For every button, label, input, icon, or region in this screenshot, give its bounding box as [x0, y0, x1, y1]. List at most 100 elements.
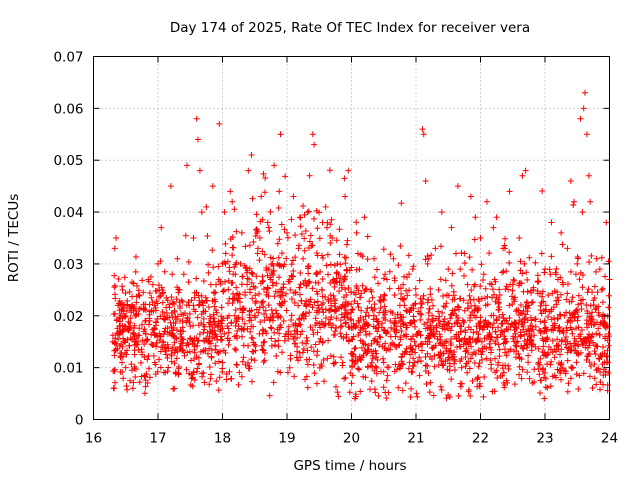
data-point-background — [486, 340, 493, 347]
data-point — [429, 312, 436, 319]
data-point-background — [184, 349, 191, 356]
data-point — [164, 297, 171, 304]
data-point — [548, 219, 555, 226]
data-point-background — [578, 327, 585, 334]
y-tick-label: 0.05 — [53, 153, 83, 169]
data-point-background — [358, 290, 365, 297]
data-point-background — [451, 367, 458, 374]
data-point-background — [229, 244, 236, 251]
data-point — [564, 338, 571, 345]
data-point-background — [278, 262, 285, 269]
data-point-background — [398, 200, 405, 207]
data-point-background — [273, 352, 280, 359]
data-point-background — [294, 334, 301, 341]
data-point-background — [541, 374, 548, 381]
data-point-background — [488, 361, 495, 368]
data-point-background — [137, 359, 144, 366]
data-point-background — [147, 273, 154, 280]
data-point-background — [183, 366, 190, 373]
y-tick-label: 0.03 — [53, 257, 83, 273]
data-point-background — [558, 291, 565, 298]
data-point-background — [265, 285, 272, 292]
data-point-background — [246, 365, 253, 372]
data-point-background — [346, 389, 353, 396]
data-point — [111, 385, 118, 392]
data-point-background — [226, 368, 233, 375]
data-point-background — [491, 291, 498, 298]
data-point-background — [151, 332, 158, 339]
data-point-background — [536, 371, 543, 378]
data-point — [209, 183, 216, 190]
data-point-background — [274, 240, 281, 247]
data-point-background — [188, 375, 195, 382]
data-point — [393, 343, 400, 350]
data-point-background — [309, 242, 316, 249]
data-point-background — [534, 272, 541, 279]
data-point-background — [157, 364, 164, 371]
data-point-background — [183, 302, 190, 309]
data-point — [122, 364, 129, 371]
data-point-background — [462, 348, 469, 355]
data-point-background — [238, 373, 245, 380]
data-point-background — [458, 250, 465, 257]
data-point-background — [217, 280, 224, 287]
data-point-background — [163, 304, 170, 311]
data-point-background — [278, 250, 285, 257]
data-point-background — [256, 304, 263, 311]
data-point-background — [362, 286, 369, 293]
data-point-background — [332, 383, 339, 390]
data-point-background — [328, 313, 335, 320]
data-point-background — [145, 352, 152, 359]
data-point — [549, 349, 556, 356]
data-point-background — [186, 370, 193, 377]
data-point-background — [513, 347, 520, 354]
data-point-background — [143, 337, 150, 344]
data-point-background — [260, 170, 267, 177]
x-tick-label: 17 — [149, 431, 166, 447]
data-point-background — [575, 301, 582, 308]
data-point-background — [502, 362, 509, 369]
data-point-background — [460, 319, 467, 326]
data-point-background — [349, 351, 356, 358]
data-point-background — [403, 349, 410, 356]
data-point-background — [431, 333, 438, 340]
data-point-background — [259, 326, 266, 333]
data-point-background — [481, 295, 488, 302]
data-point-background — [574, 343, 581, 350]
data-point-background — [599, 344, 606, 351]
data-point-background — [572, 307, 579, 314]
data-point-background — [445, 392, 452, 399]
data-point-background — [380, 384, 387, 391]
data-point-background — [516, 363, 523, 370]
data-point-background — [349, 358, 356, 365]
data-point-background — [225, 325, 232, 332]
data-point-background — [441, 322, 448, 329]
data-point-background — [272, 288, 279, 295]
data-point-background — [112, 379, 119, 386]
data-point-background — [263, 264, 270, 271]
data-point-background — [399, 361, 406, 368]
data-point-background — [263, 314, 270, 321]
data-point-background — [529, 379, 536, 386]
data-point-background — [327, 352, 334, 359]
data-point-background — [486, 250, 493, 257]
data-point — [119, 343, 126, 350]
data-point-background — [122, 313, 129, 320]
data-point-background — [195, 292, 202, 299]
data-point-background — [355, 304, 362, 311]
data-point-background — [580, 370, 587, 377]
data-point — [445, 266, 452, 273]
data-point — [587, 198, 594, 205]
data-point-background — [159, 299, 166, 306]
data-point-background — [599, 285, 606, 292]
data-point-background — [436, 331, 443, 338]
data-point-background — [291, 299, 298, 306]
data-point — [125, 323, 132, 330]
data-point-background — [588, 313, 595, 320]
data-point-background — [279, 349, 286, 356]
data-point — [343, 292, 350, 299]
data-point-background — [550, 327, 557, 334]
data-point — [487, 333, 494, 340]
data-point-background — [583, 338, 590, 345]
data-point-background — [601, 350, 608, 357]
